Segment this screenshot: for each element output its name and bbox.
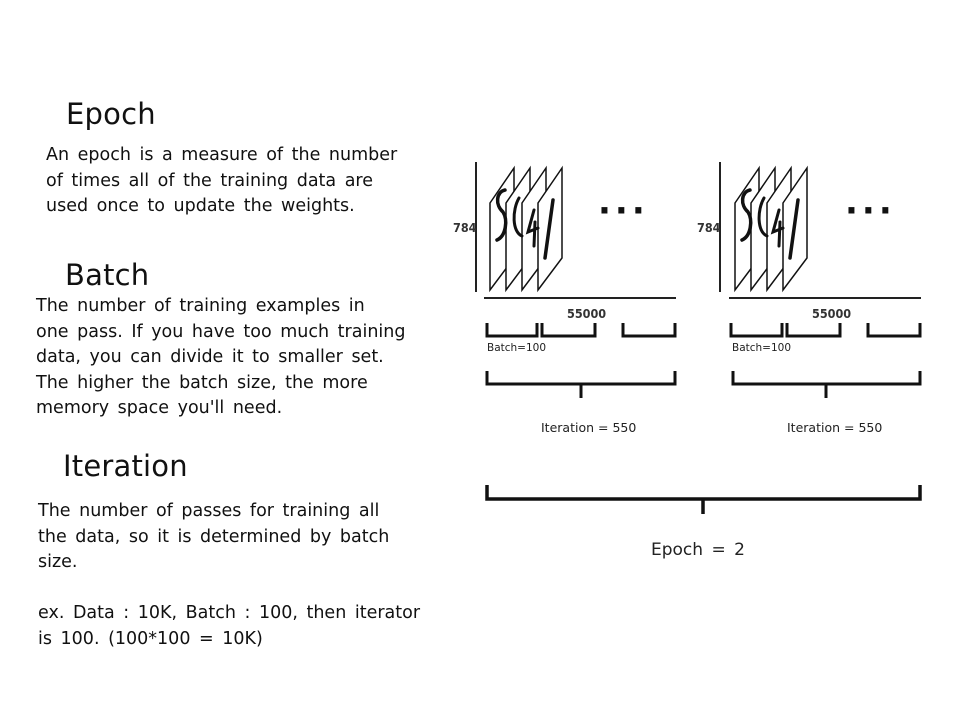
epoch-line: An epoch is a measure of the number [46, 145, 398, 165]
iteration-description: The number of passes for training all th… [38, 499, 389, 576]
width-label: 55000 [812, 306, 851, 321]
data-block-1: 784 ··· 55000 Batch=100 Iteration = 550 [453, 162, 677, 435]
image-stack [489, 165, 563, 293]
batch-line: one pass. If you have too much training [36, 321, 406, 342]
batch-brackets [485, 323, 677, 338]
epoch-line: used once to update the weights. [46, 196, 355, 216]
batch-brackets [729, 323, 922, 338]
iteration-heading: Iteration [63, 449, 188, 483]
iteration-line: the data, so it is determined by batch [38, 526, 390, 547]
iteration-label: Iteration = 550 [787, 420, 882, 435]
iteration-line: The number of passes for training all [38, 501, 380, 521]
epoch-line: of times all of the training data are [46, 170, 374, 191]
batch-line: data, you can divide it to smaller set. [36, 347, 384, 367]
batch-heading: Batch [65, 258, 150, 292]
iteration-bracket [731, 371, 922, 398]
epoch-label: Epoch = 2 [651, 540, 745, 560]
digit-strokes [740, 188, 800, 260]
image-stack [734, 165, 808, 293]
example-line: is 100. (100*100 = 10K) [38, 628, 263, 649]
data-block-2: 784 ··· 55000 Batch=100 Iteration = 550 [697, 162, 922, 435]
batch-label: Batch=100 [487, 342, 546, 354]
iteration-label: Iteration = 550 [541, 420, 636, 435]
ellipsis: ··· [845, 191, 896, 231]
digit-strokes [495, 188, 555, 260]
example-line: ex. Data : 10K, Batch : 100, then iterat… [38, 603, 421, 623]
batch-line: The number of training examples in [36, 296, 365, 316]
batch-description: The number of training examples in one p… [36, 294, 405, 422]
epoch-description: An epoch is a measure of the number of t… [46, 143, 397, 220]
iteration-bracket [485, 371, 677, 398]
ellipsis: ··· [598, 191, 649, 231]
height-label: 784 [697, 220, 721, 235]
iteration-line: size. [38, 552, 78, 572]
epoch-bracket [485, 485, 922, 514]
height-label: 784 [453, 220, 477, 235]
epoch-heading: Epoch [66, 97, 156, 131]
width-label: 55000 [567, 306, 606, 321]
batch-line: The higher the batch size, the more [36, 372, 368, 393]
iteration-example: ex. Data : 10K, Batch : 100, then iterat… [38, 601, 420, 652]
batch-line: memory space you'll need. [36, 398, 283, 418]
batch-label: Batch=100 [732, 342, 791, 354]
